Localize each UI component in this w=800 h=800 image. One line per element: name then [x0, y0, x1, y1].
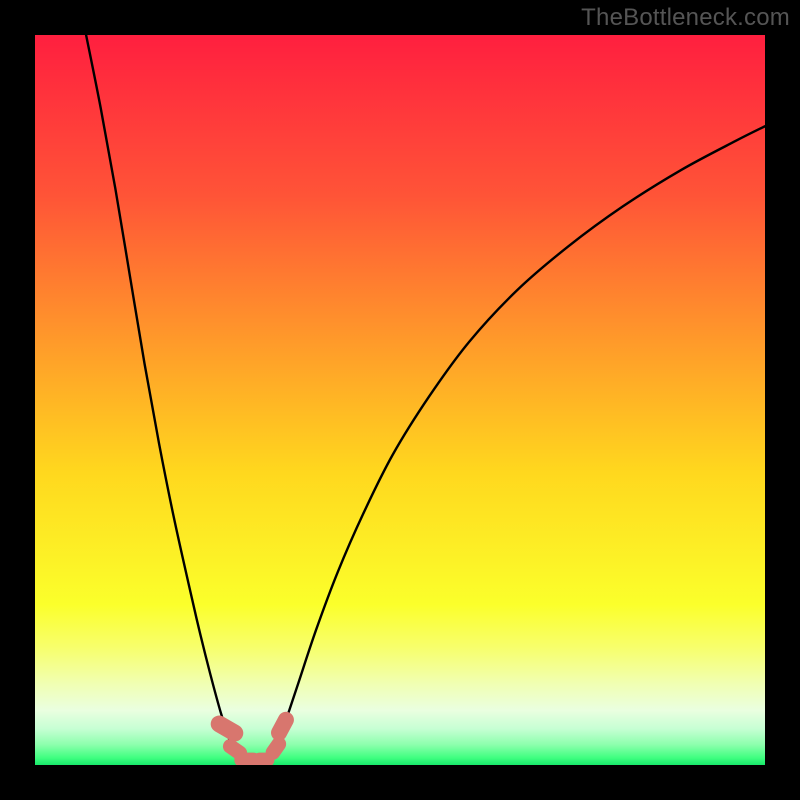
gradient-background — [35, 35, 765, 765]
watermark-text: TheBottleneck.com — [581, 4, 790, 32]
chart-frame: TheBottleneck.com — [0, 0, 800, 800]
plot-area — [35, 35, 765, 765]
